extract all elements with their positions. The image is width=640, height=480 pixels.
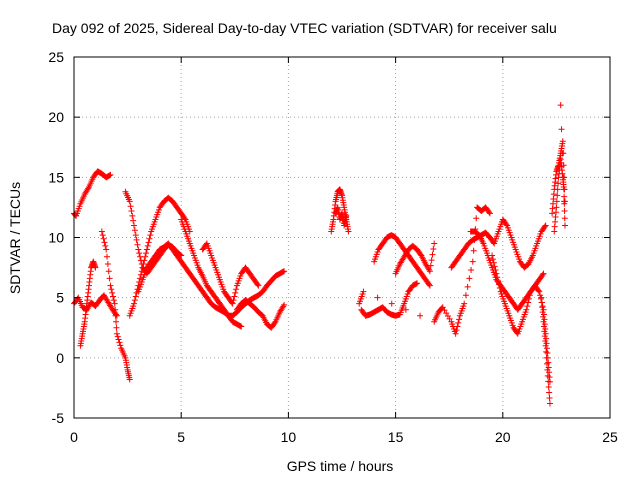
y-tick-label: 0	[56, 350, 64, 366]
y-tick-label: 5	[56, 290, 64, 306]
y-tick-label: 10	[48, 230, 64, 246]
chart-title: Day 092 of 2025, Sidereal Day-to-day VTE…	[52, 20, 557, 36]
y-axis-title: SDTVAR / TECUs	[7, 182, 23, 294]
y-tick-label: -5	[52, 410, 65, 426]
x-axis-title: GPS time / hours	[287, 458, 394, 474]
chart-background	[0, 0, 640, 480]
x-tick-label: 15	[388, 429, 404, 445]
x-tick-label: 0	[70, 429, 78, 445]
x-tick-label: 5	[177, 429, 185, 445]
y-tick-label: 15	[48, 169, 64, 185]
y-tick-label: 25	[48, 49, 64, 65]
x-tick-label: 20	[495, 429, 511, 445]
x-tick-label: 25	[602, 429, 618, 445]
y-tick-label: 20	[48, 109, 64, 125]
x-tick-label: 10	[281, 429, 297, 445]
sdtvar-chart: Day 092 of 2025, Sidereal Day-to-day VTE…	[0, 0, 640, 480]
